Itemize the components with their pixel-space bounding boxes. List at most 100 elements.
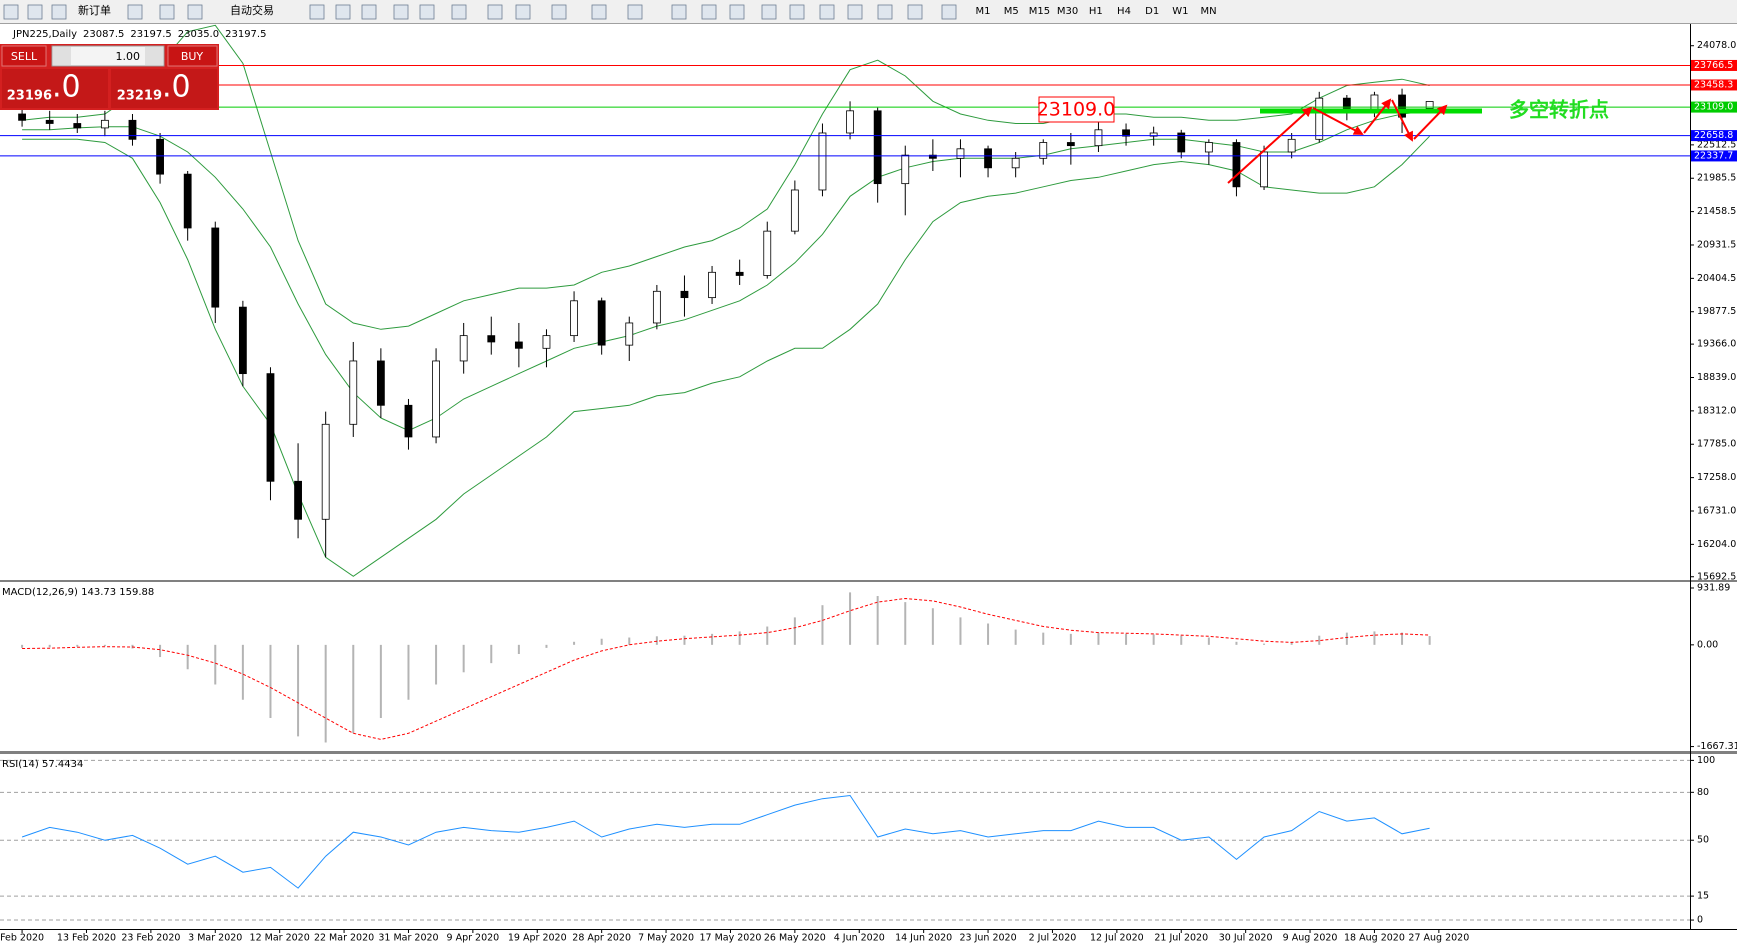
toolbar-icon[interactable] (515, 4, 531, 20)
drawings: 23109.0 多空转折点 (1037, 96, 1609, 184)
x-tick-label: 14 Jun 2020 (895, 933, 952, 944)
x-tick-label: 22 Mar 2020 (314, 933, 374, 944)
toolbar-icon[interactable] (729, 4, 745, 20)
y-tick-label: 15692.5 (1697, 571, 1736, 582)
candle-body (128, 119, 137, 140)
price-level-label: 23109.0 (1694, 102, 1733, 113)
toolbar-icon[interactable] (51, 4, 67, 20)
arrow (1363, 98, 1392, 134)
sell-label[interactable]: SELL (11, 50, 38, 63)
toolbar-icon[interactable] (27, 4, 43, 20)
timeframe-button[interactable]: M15 (1029, 6, 1050, 17)
toolbar-icon[interactable] (789, 4, 805, 20)
sell-price-box[interactable] (2, 69, 108, 108)
buy-label[interactable]: BUY (181, 50, 204, 63)
candle-body (1066, 142, 1075, 147)
toolbar-icon[interactable] (393, 4, 409, 20)
timeframe-button[interactable]: M30 (1057, 6, 1078, 17)
x-tick-label: 19 Apr 2020 (508, 933, 567, 944)
candle-body (321, 423, 330, 520)
toolbar-icon[interactable] (877, 4, 893, 20)
timeframe-button[interactable]: M5 (1004, 6, 1019, 17)
toolbar-icon[interactable] (701, 4, 717, 20)
price-level-box (1691, 150, 1737, 162)
lot-value[interactable]: 1.00 (116, 50, 141, 63)
timeframe-button[interactable]: W1 (1172, 6, 1188, 17)
toolbar-icon[interactable] (361, 4, 377, 20)
header-text: 23197.5 (225, 29, 266, 40)
lot-field[interactable] (51, 45, 165, 67)
lot-up[interactable] (145, 47, 163, 65)
toolbar-icon[interactable] (159, 4, 175, 20)
candle-body (542, 335, 551, 349)
y-tick-label: 18839.0 (1697, 372, 1736, 383)
y-tick-label: 22512.5 (1697, 139, 1736, 150)
candle-body (73, 123, 82, 129)
arrow (1312, 107, 1364, 135)
toolbar-icon[interactable] (907, 4, 923, 20)
timeframe-button[interactable]: M1 (976, 6, 991, 17)
toolbar-icon[interactable] (761, 4, 777, 20)
toolbar-button[interactable]: 新订单 (78, 3, 111, 17)
sell-button[interactable] (1, 45, 47, 67)
toolbar-icon[interactable] (451, 4, 467, 20)
toolbar-icon[interactable] (551, 4, 567, 20)
toolbar-icon[interactable] (591, 4, 607, 20)
x-tick-label: 18 Aug 2020 (1344, 933, 1405, 944)
candle-body (846, 110, 854, 134)
candle-body (680, 290, 689, 299)
candle-body (928, 154, 937, 159)
toolbar-button[interactable]: 自动交易 (230, 3, 274, 17)
toolbar-icon[interactable] (627, 4, 643, 20)
buy-button[interactable] (167, 45, 218, 67)
timeframe-button[interactable]: D1 (1145, 6, 1159, 17)
rsi-panel (0, 759, 1690, 921)
y-tick-label: 100 (1697, 755, 1715, 766)
toolbar (0, 0, 1737, 24)
x-tick-label: 30 Jul 2020 (1219, 933, 1273, 944)
candle-body (763, 230, 772, 276)
toolbar-icon[interactable] (819, 4, 835, 20)
arrows (1227, 98, 1448, 184)
toolbar-icon[interactable] (335, 4, 351, 20)
y-tick-label: 17258.0 (1697, 472, 1736, 483)
toolbar-icon[interactable] (941, 4, 957, 20)
toolbar-icon[interactable] (847, 4, 863, 20)
candle-body (1398, 94, 1406, 118)
chart-header: JPN225,Daily 23087.5 23197.5 23035.0 23197.5 (12, 29, 266, 40)
buy-price-box[interactable] (111, 69, 217, 108)
toolbar-icon[interactable] (3, 4, 19, 20)
x-tick-label: 21 Jul 2020 (1154, 933, 1208, 944)
header-text: 23035.0 (178, 29, 219, 40)
y-tick-label: -1667.31 (1697, 741, 1737, 752)
toolbar-icon[interactable] (309, 4, 325, 20)
timeframe-button[interactable]: H1 (1089, 6, 1103, 17)
toolbar-icon[interactable] (187, 4, 203, 20)
band-line (22, 24, 1430, 330)
y-tick-label: 15 (1697, 891, 1709, 902)
candle-body (1149, 132, 1158, 137)
y-tick-label: 50 (1697, 835, 1709, 846)
toolbar-icon[interactable] (487, 4, 503, 20)
x-tick-label: 23 Jun 2020 (959, 933, 1016, 944)
candle-body (1011, 157, 1020, 169)
y-tick-label: 19877.5 (1697, 306, 1736, 317)
timeframe-button[interactable]: MN (1201, 6, 1217, 17)
toolbar-icon[interactable] (419, 4, 435, 20)
x-tick-label: 31 Mar 2020 (378, 933, 438, 944)
candle-body (459, 335, 468, 362)
toolbar-icon[interactable] (671, 4, 687, 20)
lot-down[interactable] (53, 47, 71, 65)
x-tick-label: 17 May 2020 (699, 933, 761, 944)
candle-body (984, 148, 992, 169)
y-tick-label: 0.00 (1697, 639, 1718, 650)
x-tick-label: 23 Feb 2020 (121, 933, 180, 944)
header-text: 23087.5 (83, 29, 124, 40)
panel-separator (0, 751, 1737, 754)
toolbar-icon[interactable] (127, 4, 143, 20)
header-text: 23197.5 (130, 29, 171, 40)
timeframe-button[interactable]: H4 (1117, 6, 1131, 17)
x-tick-label: 2 Jul 2020 (1029, 933, 1077, 944)
band-line (22, 135, 1430, 577)
rsi-line (21, 794, 1430, 889)
